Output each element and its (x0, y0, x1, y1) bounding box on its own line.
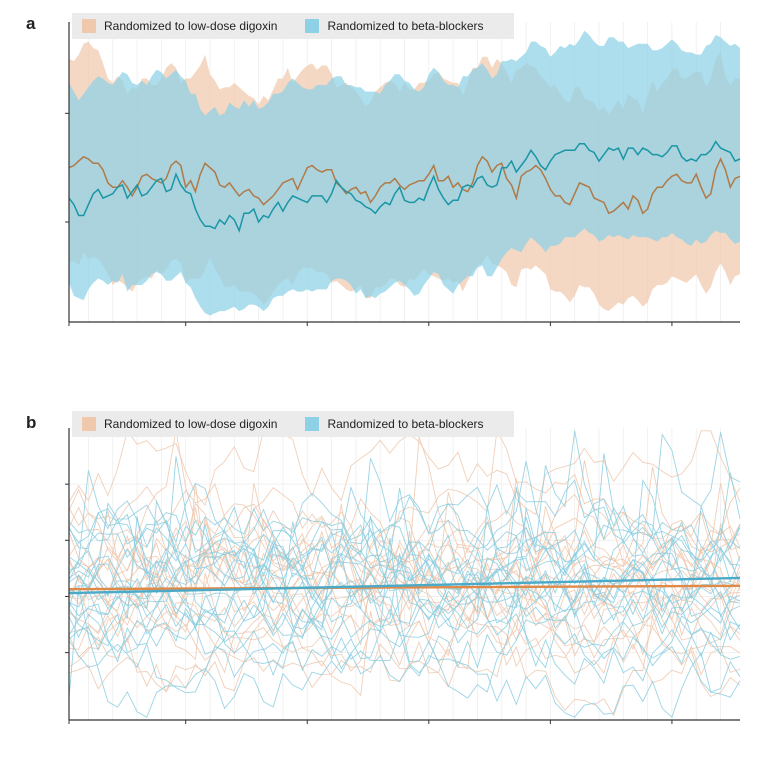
chart-b (65, 428, 741, 724)
legend-item-digoxin: Randomized to low-dose digoxin (82, 417, 277, 431)
legend-label-digoxin: Randomized to low-dose digoxin (104, 19, 278, 33)
participant-line-beta-blockers (68, 505, 741, 612)
participant-line-digoxin (68, 503, 741, 621)
participant-line-beta-blockers (68, 607, 741, 674)
legend-item-beta: Randomized to beta-blockers (305, 417, 484, 431)
participant-line-digoxin (68, 518, 741, 633)
legend-a: Randomized to low-dose digoxin Randomize… (72, 13, 514, 39)
panel-b: b Randomized to low-dose digoxin Randomi… (0, 400, 763, 767)
trend-line-beta-blockers (68, 576, 741, 595)
legend-item-beta: Randomized to beta-blockers (305, 19, 484, 33)
participant-line-beta-blockers (68, 537, 741, 699)
participant-line-beta-blockers (68, 545, 741, 669)
participant-line-beta-blockers (68, 587, 741, 718)
participant-line-beta-blockers (68, 515, 741, 647)
participant-line-beta-blockers (68, 553, 741, 670)
participant-line-digoxin (68, 478, 741, 616)
participant-line-beta-blockers (68, 456, 741, 613)
panel-label-b: b (26, 413, 37, 432)
participant-line-digoxin (68, 616, 741, 693)
legend-label-beta: Randomized to beta-blockers (327, 19, 484, 33)
legend-item-digoxin: Randomized to low-dose digoxin (82, 19, 277, 33)
trend-line-digoxin (68, 584, 741, 591)
participant-line-beta-blockers (68, 461, 741, 580)
band-beta-blockers (69, 30, 740, 316)
digoxin-swatch (82, 19, 96, 33)
participant-line-digoxin (68, 429, 741, 516)
participant-line-beta-blockers (68, 505, 741, 643)
beta-swatch (305, 417, 320, 431)
mean-line-digoxin (68, 155, 741, 215)
participant-line-digoxin (68, 577, 741, 678)
participant-line-beta-blockers (68, 472, 741, 592)
participant-line-beta-blockers (68, 430, 741, 561)
participant-line-beta-blockers (68, 432, 741, 561)
participant-line-digoxin (68, 492, 741, 603)
panel-label-a: a (26, 14, 36, 33)
legend-b: Randomized to low-dose digoxin Randomize… (72, 411, 514, 437)
participant-line-digoxin (68, 460, 741, 596)
chart-a (65, 22, 741, 326)
participant-line-digoxin (68, 430, 741, 563)
digoxin-swatch (82, 417, 96, 431)
panel-a: a Randomized to low-dose digoxin Randomi… (0, 0, 763, 380)
legend-label-digoxin: Randomized to low-dose digoxin (104, 417, 278, 431)
mean-line-beta-blockers (68, 140, 741, 233)
participant-line-digoxin (68, 583, 741, 717)
legend-label-beta: Randomized to beta-blockers (327, 417, 484, 431)
beta-swatch (305, 19, 320, 33)
